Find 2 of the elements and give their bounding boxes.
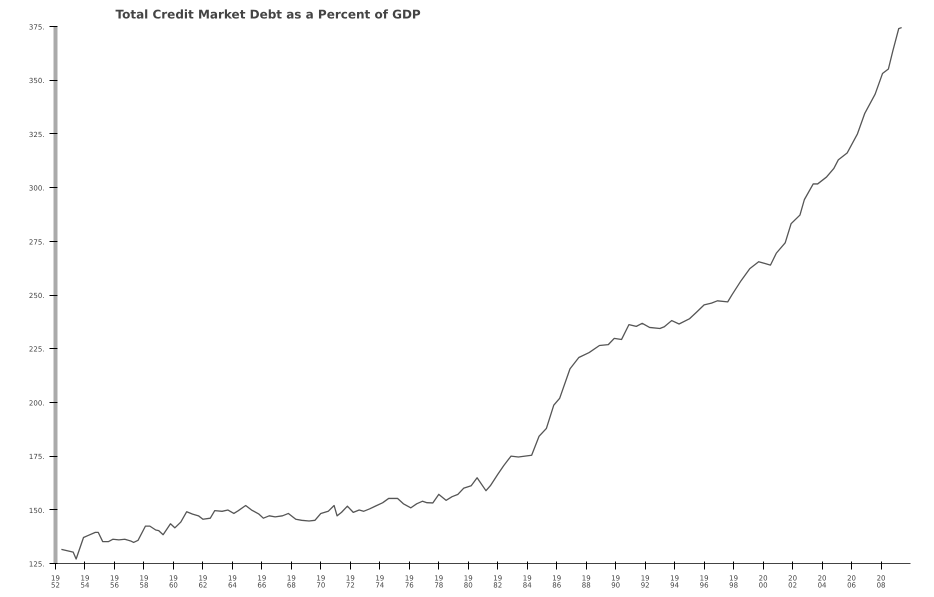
line-series xyxy=(60,26,902,560)
chart-title: Total Credit Market Debt as a Percent of GDP xyxy=(116,8,421,22)
